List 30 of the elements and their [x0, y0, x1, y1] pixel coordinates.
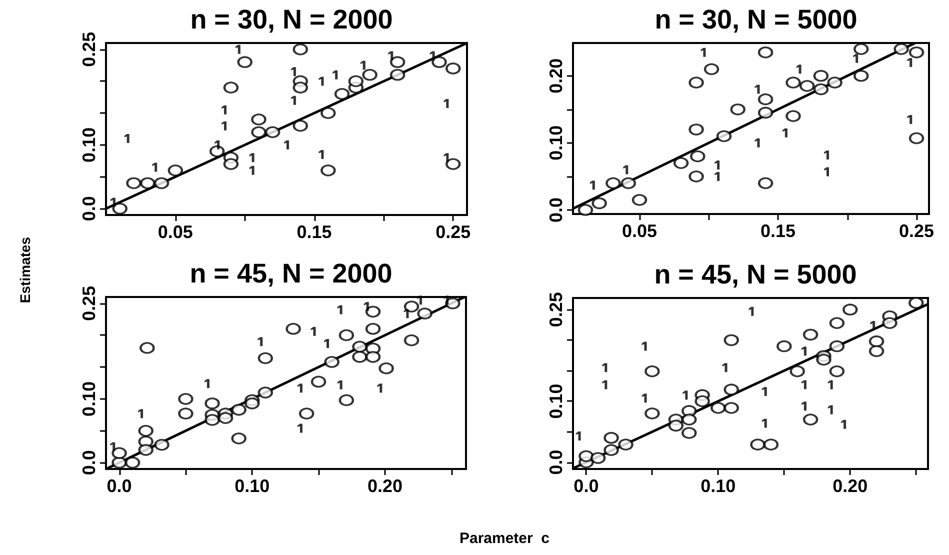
x-tick-label: 0.25	[436, 222, 471, 242]
y-tick-label: 0.20	[546, 58, 566, 94]
x-tick-label: 0.10	[700, 476, 736, 496]
x-tick-label: 0.0	[574, 476, 599, 496]
y-tick-label: 0.10	[79, 127, 99, 162]
y-tick-label: 0.0	[79, 196, 99, 222]
chart-title: n = 45, N = 5000	[654, 260, 857, 290]
x-tick-label: 0.05	[622, 221, 658, 241]
x-axis-title: Parameter c	[458, 530, 551, 547]
chart-title: n = 30, N = 2000	[190, 4, 393, 34]
y-axis-title: Estimates	[17, 236, 34, 304]
y-tick-label: 0.10	[546, 384, 566, 419]
y-tick-label: 0.0	[546, 197, 566, 222]
x-tick-label: 0.15	[760, 221, 796, 241]
y-tick-label: 0.25	[79, 32, 99, 67]
x-tick-label: 0.20	[367, 476, 402, 496]
y-tick-label: 0.25	[79, 286, 99, 321]
y-tick-label: 0.0	[546, 450, 566, 475]
x-tick-label: 0.0	[106, 476, 132, 496]
x-tick-label: 0.20	[832, 476, 868, 496]
x-tick-label: 0.05	[158, 222, 193, 242]
chart-title: n = 30, N = 5000	[654, 4, 858, 34]
y-tick-label: 0.10	[546, 125, 566, 160]
chart-title: n = 45, N = 2000	[190, 258, 392, 288]
y-tick-label: 0.25	[546, 292, 566, 328]
y-tick-label: 0.0	[79, 450, 99, 476]
x-tick-label: 0.25	[899, 221, 934, 241]
y-tick-label: 0.10	[79, 381, 99, 416]
x-tick-label: 0.15	[296, 222, 332, 242]
x-tick-label: 0.10	[234, 476, 270, 496]
